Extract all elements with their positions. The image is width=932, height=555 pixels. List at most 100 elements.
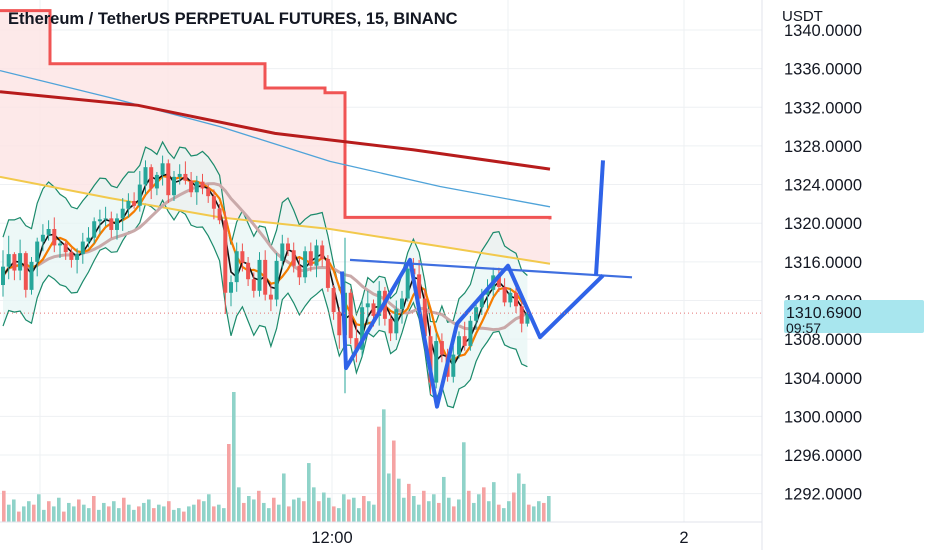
- volume-bar: [272, 497, 276, 522]
- volume-bar: [102, 502, 106, 522]
- volume-bar: [357, 508, 361, 522]
- volume-bar: [467, 490, 471, 522]
- candle-body: [52, 228, 57, 246]
- projection-arrow: [594, 160, 605, 276]
- volume-bar: [27, 501, 31, 522]
- candle-body: [331, 287, 336, 313]
- volume-bar: [462, 442, 466, 522]
- volume-bar: [522, 483, 526, 522]
- candle-body: [360, 307, 365, 350]
- y-tick-label: 1320.0000: [784, 215, 862, 233]
- y-tick-label: 1308.0000: [784, 331, 862, 349]
- volume-bar: [492, 482, 496, 522]
- candle-body: [451, 354, 456, 377]
- volume-bar: [112, 501, 116, 522]
- volume-bar: [427, 501, 431, 522]
- candle-body: [229, 282, 233, 293]
- volume-bar: [297, 497, 301, 522]
- volume-bar: [402, 497, 406, 522]
- volume-bar: [237, 487, 241, 522]
- volume-bar: [137, 506, 141, 522]
- volume-bar: [507, 501, 511, 522]
- candle-body: [428, 336, 433, 383]
- volume-bar: [62, 511, 66, 522]
- volume-bar: [72, 506, 76, 522]
- volume-bar: [372, 504, 376, 522]
- candle-body: [320, 245, 325, 259]
- y-tick-label: 1316.0000: [784, 254, 862, 272]
- volume-bar: [202, 501, 206, 522]
- volume-bar: [317, 501, 321, 522]
- candle-body: [69, 252, 74, 260]
- volume-bar: [2, 490, 6, 522]
- volume-bar: [437, 502, 441, 522]
- volume-bar: [342, 494, 346, 522]
- pattern-drawing: [340, 257, 605, 409]
- candle-body: [166, 163, 171, 196]
- volume-bar: [537, 501, 541, 522]
- candle-body: [29, 261, 34, 290]
- candle-body: [223, 220, 228, 293]
- candle-body: [308, 251, 313, 266]
- volume-bar: [387, 473, 391, 522]
- candle-body: [97, 219, 102, 222]
- volume-bar: [7, 504, 11, 522]
- x-tick-label: 12:00: [311, 529, 352, 547]
- volume-bar: [312, 487, 316, 522]
- volume-bar: [87, 508, 91, 522]
- candle-body: [457, 336, 461, 355]
- volume-bar: [527, 504, 531, 522]
- volume-bar: [117, 508, 121, 522]
- volume-bar: [17, 511, 21, 522]
- volume-bar: [472, 502, 476, 522]
- y-tick-label: 1336.0000: [784, 61, 862, 79]
- volume-bar: [57, 497, 61, 522]
- candle-body: [23, 253, 28, 290]
- y-tick-label: 1292.0000: [784, 486, 862, 504]
- last-price-value: 1310.6900: [786, 305, 862, 322]
- volume-bar: [392, 440, 396, 522]
- candle-body: [422, 298, 427, 337]
- candle-body: [286, 243, 290, 251]
- candle-body: [263, 259, 268, 295]
- volume-bar: [152, 508, 156, 522]
- volume-bar: [422, 490, 426, 522]
- volume-bar: [542, 502, 546, 522]
- volume-bar: [22, 506, 26, 522]
- volume-bar: [37, 494, 41, 522]
- volume-bar: [277, 504, 281, 522]
- volume-bar: [397, 478, 401, 522]
- volume-bar: [447, 497, 451, 522]
- candle-body: [132, 200, 137, 206]
- volume-bar: [337, 508, 341, 522]
- candle-body: [86, 237, 91, 242]
- volume-bar: [107, 506, 111, 522]
- candle-body: [434, 341, 439, 383]
- volume-bar: [327, 497, 331, 522]
- volume-bar: [287, 506, 291, 522]
- candle-body: [388, 318, 393, 334]
- candle-body: [160, 163, 165, 175]
- y-tick-label: 1300.0000: [784, 408, 862, 426]
- volume-bar: [67, 502, 71, 522]
- candle-body: [508, 292, 513, 303]
- volume-bar: [252, 499, 256, 522]
- candle-body: [251, 279, 256, 291]
- candle-body: [35, 241, 40, 262]
- volume-bar: [52, 506, 56, 522]
- volume-bar: [232, 392, 236, 522]
- ma-slow-line: [0, 90, 551, 171]
- volume-bar: [47, 501, 51, 522]
- y-tick-label: 1304.0000: [784, 370, 862, 388]
- volume-bar: [227, 444, 231, 522]
- volume-bar: [442, 476, 446, 522]
- candle-body: [126, 200, 131, 209]
- candle-body: [325, 258, 330, 288]
- volume-bar: [42, 509, 46, 522]
- volume-bar: [352, 497, 356, 522]
- y-tick-label: 1328.0000: [784, 138, 862, 156]
- candle-body: [194, 181, 199, 193]
- last-price-tag: 1310.6900 09:57: [784, 300, 924, 336]
